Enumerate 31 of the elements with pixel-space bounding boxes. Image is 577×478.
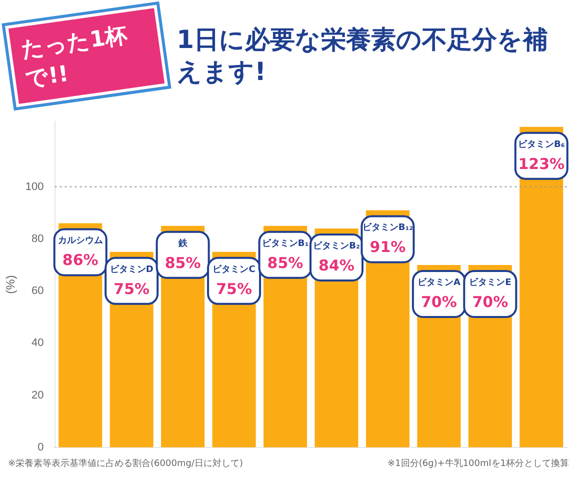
y-tick-label: 100 <box>25 180 44 193</box>
y-tick-label: 20 <box>32 389 44 402</box>
y-tick-label: 0 <box>38 441 44 454</box>
y-axis-title: (%) <box>4 275 18 294</box>
x-tick-label: ビタミンB₂ <box>313 240 360 252</box>
data-label: 85% <box>164 254 201 272</box>
text: ※1回分(6g)+牛乳100mlを1杯分として換算 <box>388 458 569 470</box>
y-tick-label: 60 <box>32 285 44 298</box>
y-tick-label: 40 <box>32 337 44 350</box>
x-tick-label: ビタミンD <box>110 264 154 275</box>
data-label: 70% <box>420 292 457 311</box>
x-tick-label: ビタミンB₆ <box>518 138 565 150</box>
x-tick-label: ビタミンB₁₂ <box>362 222 414 234</box>
x-tick-label: ビタミンE <box>469 276 512 288</box>
x-tick-label: 鉄 <box>177 238 188 249</box>
data-label: 75% <box>216 280 252 298</box>
chart-subtitle: 1日に必要な栄養素の不足分を補えます! <box>176 24 549 88</box>
data-label: 86% <box>62 251 98 270</box>
data-label: 75% <box>114 280 150 298</box>
y-tick-label: 80 <box>32 232 44 245</box>
data-label: 84% <box>318 256 354 274</box>
data-label: 91% <box>370 238 406 256</box>
data-label: 70% <box>472 292 508 311</box>
data-label: 123% <box>518 154 565 173</box>
x-tick-label: ビタミンC <box>212 264 256 275</box>
x-tick-label: ビタミンB₁ <box>262 238 309 249</box>
x-tick-label: ビタミンA <box>417 276 460 288</box>
text: ※栄養素等表示基準値に占める割合(6000mg/日に対して) <box>8 458 243 470</box>
chart-title: たった1杯で!! <box>5 4 168 108</box>
data-label: 85% <box>267 254 304 272</box>
x-tick-label: カルシウム <box>58 236 103 246</box>
